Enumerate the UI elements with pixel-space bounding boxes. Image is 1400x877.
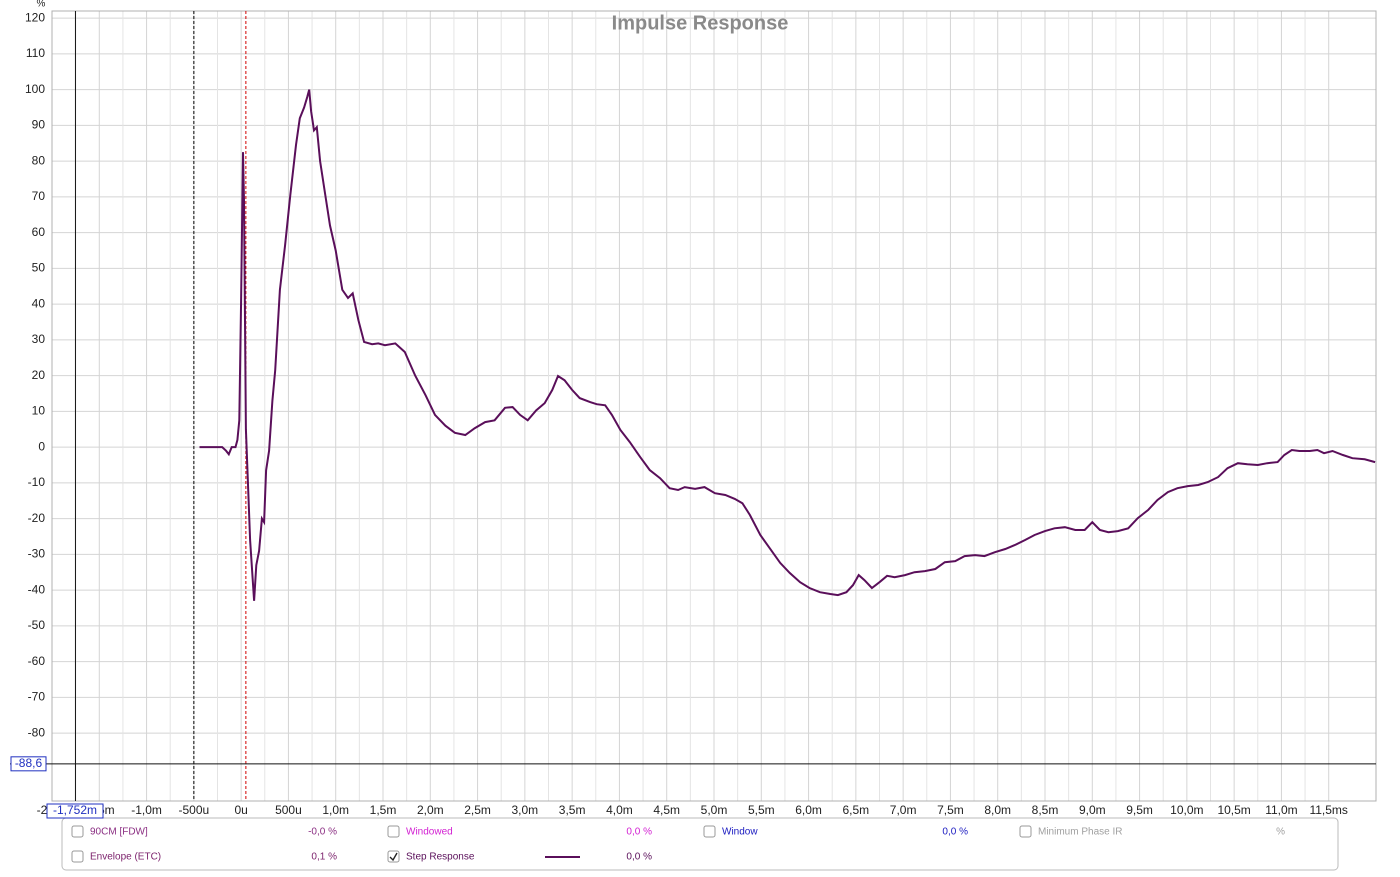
legend-label: Envelope (ETC) [90, 852, 161, 863]
x-tick-label: 6,5m [843, 803, 870, 817]
legend-checkbox[interactable] [71, 825, 84, 838]
y-tick-label: 90 [32, 118, 46, 132]
legend-label: 90CM [FDW] [90, 827, 148, 838]
legend-panel [61, 817, 1339, 871]
x-tick-label: 9,0m [1079, 803, 1106, 817]
x-tick-label: 1,0m [322, 803, 349, 817]
y-tick-label: 100 [25, 82, 45, 96]
series-line [199, 89, 1376, 601]
x-tick-label: 0u [234, 803, 247, 817]
x-tick-label: 5,0m [701, 803, 728, 817]
x-tick-label: 500u [275, 803, 302, 817]
legend-readout: 0,0 % [942, 827, 968, 838]
x-tick-label: 4,0m [606, 803, 633, 817]
x-tick-label: 7,0m [890, 803, 917, 817]
x-tick-label: 3,5m [559, 803, 586, 817]
x-tick-label: 2,0m [417, 803, 444, 817]
legend-readout: -0,0 % [308, 827, 337, 838]
y-tick-label: 30 [32, 332, 46, 346]
cursor-x-label-box [46, 803, 104, 819]
legend-label: Minimum Phase IR [1038, 827, 1122, 838]
legend-checkbox[interactable] [387, 825, 400, 838]
legend-checkbox[interactable] [703, 825, 716, 838]
y-tick-label: 20 [32, 368, 46, 382]
cursor-y-label: -88,6 [15, 756, 43, 770]
x-tick-label: 8,5m [1032, 803, 1059, 817]
legend-label: Windowed [406, 827, 453, 838]
y-tick-label: 110 [26, 46, 45, 60]
y-tick-label: 120 [25, 10, 45, 24]
chart-title: Impulse Response [612, 12, 789, 34]
cursor-x-label: -1,752m [53, 803, 97, 817]
y-unit: % [37, 0, 46, 10]
y-tick-label: -60 [28, 654, 46, 668]
y-tick-label: -40 [28, 582, 46, 596]
legend-check [389, 852, 398, 862]
y-tick-label: 10 [32, 404, 46, 418]
y-tick-label: -30 [28, 547, 46, 561]
x-tick-label: 8,0m [984, 803, 1011, 817]
legend-label: Window [722, 827, 758, 838]
y-tick-label: 70 [32, 189, 46, 203]
x-tick-label: 10,0m [1170, 803, 1203, 817]
x-tick-label: 11,5ms [1309, 803, 1347, 817]
legend-checkbox[interactable] [71, 850, 84, 863]
x-tick-label: 1,5m [370, 803, 397, 817]
x-tick-label: 4,5m [653, 803, 680, 817]
x-tick-label: -500u [179, 803, 210, 817]
legend-readout: % [1276, 827, 1285, 838]
y-tick-label: -80 [28, 725, 46, 739]
x-tick-label: 7,5m [937, 803, 964, 817]
legend-readout: 0,0 % [626, 852, 652, 863]
x-tick-label: 2,5m [464, 803, 491, 817]
x-tick-label: 3,0m [512, 803, 539, 817]
x-tick-label: -1,0m [131, 803, 162, 817]
legend-readout: 0,1 % [311, 852, 337, 863]
y-tick-label: -10 [28, 475, 46, 489]
y-tick-label: 60 [32, 225, 46, 239]
y-tick-label: 50 [32, 261, 46, 275]
y-tick-label: -70 [28, 690, 46, 704]
y-tick-label: 0 [38, 439, 45, 453]
y-tick-label: 80 [32, 153, 46, 167]
x-tick-label: 11,0m [1265, 803, 1297, 817]
x-tick-label: 9,5m [1126, 803, 1153, 817]
y-tick-label: -50 [28, 618, 46, 632]
x-tick-label: 5,5m [748, 803, 775, 817]
plot-frame [51, 10, 1377, 802]
legend-checkbox[interactable] [1019, 825, 1032, 838]
cursor-y-label-box [10, 756, 47, 772]
y-tick-label: 40 [32, 296, 46, 310]
legend-label: Step Response [406, 852, 475, 863]
x-tick-label: 6,0m [795, 803, 822, 817]
legend-readout: 0,0 % [626, 827, 652, 838]
x-tick-label: 10,5m [1217, 803, 1250, 817]
y-tick-label: -20 [28, 511, 46, 525]
